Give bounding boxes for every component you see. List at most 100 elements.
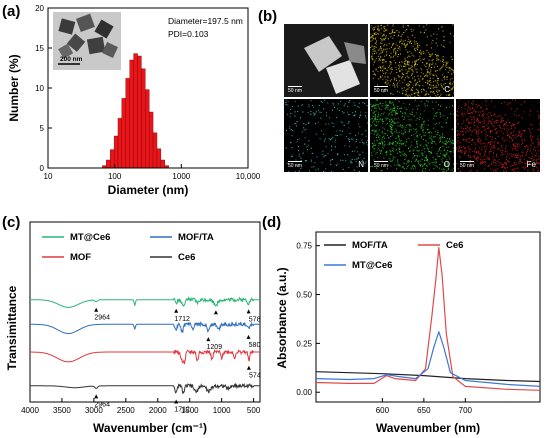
histogram-bar	[148, 111, 154, 169]
y-tick-label-d: 0.25	[296, 339, 312, 348]
scale-bar-fe: 50 nm	[460, 163, 474, 169]
map-oxygen: 50 nm O	[370, 99, 454, 172]
peak-arrow	[174, 399, 179, 404]
histogram-bars	[102, 53, 169, 169]
peak-arrow	[174, 308, 179, 313]
x-tick-label-c: 500	[247, 406, 261, 415]
panel-label-a: (a)	[2, 3, 21, 20]
y-tick-label-d: 0.50	[296, 291, 312, 300]
legend-label: MOF	[70, 252, 91, 263]
y-tick-label-a: 15	[35, 44, 44, 53]
legend-label: Ce6	[446, 240, 463, 251]
x-tick-label-a: 100	[108, 172, 122, 181]
x-tick-label-c: 2500	[117, 406, 135, 415]
peak-arrow	[213, 310, 218, 315]
legend-label: MT@Ce6	[70, 232, 110, 243]
x-axis-label-c: Wavenumber (cm⁻¹)	[93, 421, 207, 435]
histogram-bar	[106, 159, 111, 169]
y-tick-label-d: 0.00	[296, 388, 312, 397]
panel-label-c: (c)	[2, 214, 21, 231]
peak-label: 2964	[94, 315, 110, 322]
peak-label: 574	[249, 373, 261, 380]
uv-vis-chart: MOF/TA Ce6 MT@Ce6 600 650 700 0.00 0.25 0.50 0.7…	[275, 231, 541, 435]
histogram-bar	[160, 159, 165, 169]
x-tick-label-c: 4000	[21, 406, 39, 415]
histogram-bar	[129, 59, 134, 169]
peak-arrow	[206, 337, 211, 342]
scale-bar-c: 50 nm	[374, 88, 388, 94]
map-carbon: 50 nm C	[370, 24, 454, 97]
pdi-annotation: PDI=0.103	[168, 29, 209, 39]
histogram-bar	[145, 89, 150, 169]
x-tick-label-c: 1000	[213, 406, 231, 415]
ftir-series-line	[30, 382, 260, 394]
peak-arrow	[94, 394, 99, 399]
x-tick-label-d: 700	[459, 406, 473, 415]
y-tick-label-a: 0	[40, 164, 45, 173]
haadf-image: 50 nm	[284, 24, 368, 97]
legend-label: MOF/TA	[352, 240, 388, 251]
histogram-bar	[113, 135, 119, 169]
peak-label: 580	[249, 342, 261, 349]
x-axis-label-d: Wavenumber (nm)	[376, 421, 480, 435]
ftir-series-line	[30, 348, 260, 365]
scale-bar-n: 50 nm	[288, 163, 302, 169]
x-axis-label-a: Diameter (nm)	[108, 183, 189, 197]
ftir-series-line	[30, 296, 260, 308]
histogram-bar	[133, 53, 138, 169]
legend-label: MT@Ce6	[352, 260, 392, 271]
peak-arrow	[246, 365, 251, 370]
axes-d: 600 650 700 0.00 0.25 0.50 0.75	[296, 242, 472, 415]
histogram-bar	[117, 118, 123, 169]
label-oxygen: O	[443, 160, 450, 169]
y-tick-label-d: 0.75	[296, 242, 312, 251]
histogram-bar	[156, 148, 162, 169]
peak-arrow	[246, 334, 251, 339]
map-nitrogen: 50 nm N	[284, 99, 368, 172]
ftir-series-line	[30, 320, 260, 334]
y-axis-label-a: Number (%)	[7, 54, 21, 121]
x-tick-label-a: 10,000	[236, 172, 261, 181]
label-iron: Fe	[526, 160, 536, 169]
x-tick-label-c: 3500	[53, 406, 71, 415]
uv-series	[315, 247, 541, 391]
uv-series-line	[315, 331, 541, 387]
diameter-annotation: Diameter=197.5 nm	[168, 16, 243, 26]
histogram-bar	[125, 78, 130, 169]
x-tick-label-a: 10	[44, 172, 53, 181]
peak-label: 1209	[207, 344, 223, 351]
y-tick-label-a: 20	[35, 4, 44, 13]
scale-bar-o: 50 nm	[374, 163, 388, 169]
x-tick-label-d: 650	[417, 406, 431, 415]
label-carbon: C	[444, 85, 450, 94]
histogram-bar	[121, 98, 126, 169]
ftir-annotations: 2964 1712 578 1209 580 574 2964 1712	[94, 307, 261, 414]
y-axis-label-c: Transimittance	[5, 285, 19, 370]
scale-bar-haadf: 50 nm	[288, 88, 302, 94]
x-tick-label-c: 3000	[85, 406, 103, 415]
legend-label: MOF/TA	[178, 232, 214, 243]
peak-label: 2964	[94, 401, 110, 408]
histogram-bar	[137, 55, 142, 169]
peak-arrow	[246, 309, 251, 314]
x-tick-label-d: 600	[376, 406, 390, 415]
plot-frame-d	[315, 231, 541, 403]
x-tick-label-c: 1500	[181, 406, 199, 415]
peak-label: 1712	[174, 407, 190, 414]
peak-arrow	[94, 307, 99, 312]
x-tick-label-a: 1000	[172, 172, 190, 181]
uv-series-line	[315, 371, 541, 383]
histogram-bar	[110, 149, 115, 169]
panel-label-d: (d)	[262, 214, 282, 231]
inset-scale-label: 200 nm	[60, 56, 83, 63]
peak-label: 578	[249, 316, 261, 323]
histogram-bar	[152, 132, 158, 169]
legend-d: MOF/TA Ce6 MT@Ce6	[324, 240, 463, 271]
uv-series-line	[315, 247, 541, 391]
tem-inset-image: 200 nm	[53, 12, 121, 70]
y-axis-label-d: Absorbance (a.u.)	[275, 267, 289, 368]
ftir-series	[30, 296, 260, 394]
legend-c: MT@Ce6 MOF/TA MOF Ce6	[42, 232, 214, 263]
label-nitrogen: N	[358, 160, 364, 169]
axes-a: 10 100 1000 10,000 0 5 10 15 20	[35, 4, 261, 181]
